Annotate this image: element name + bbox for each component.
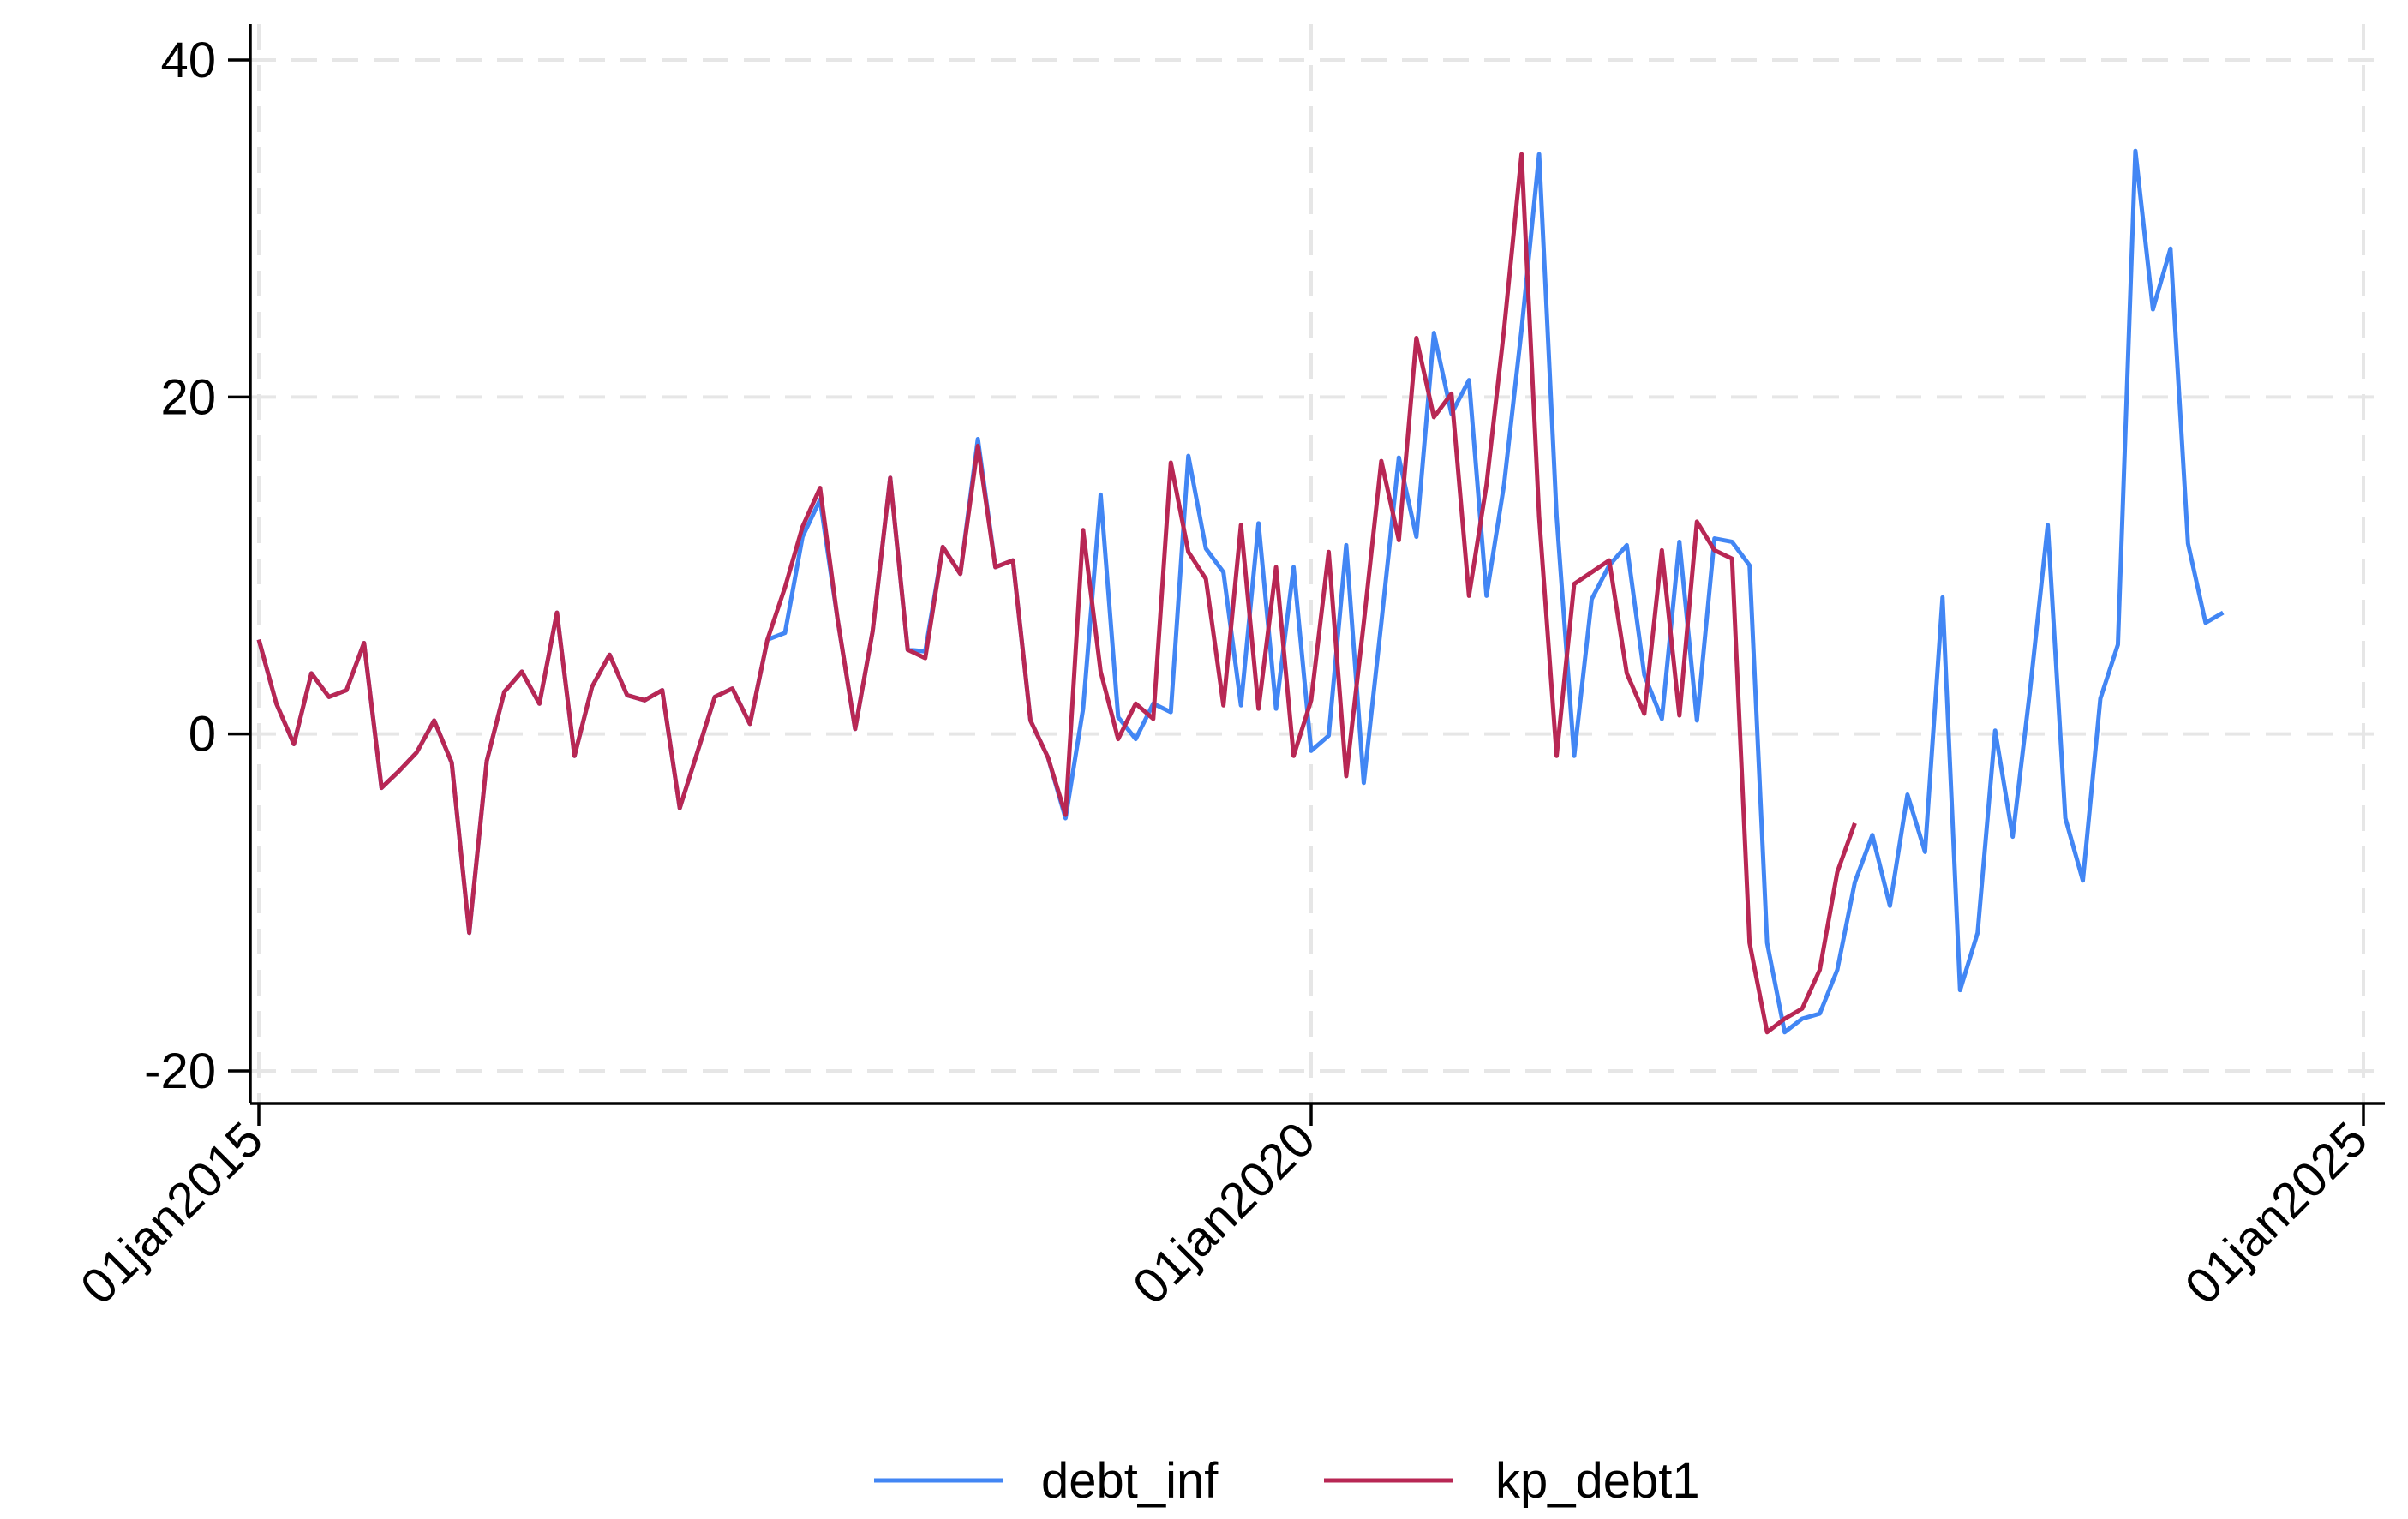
series-line-debt-inf bbox=[256, 148, 2225, 1035]
gridlines bbox=[250, 24, 2385, 1103]
y-tick-label: 0 bbox=[189, 707, 216, 762]
x-tick-label: 01jan2025 bbox=[2175, 1111, 2379, 1315]
legend: debt_inf kp_debt1 bbox=[874, 1453, 1700, 1509]
series-line-kp-debt1 bbox=[256, 152, 1857, 1035]
legend-label-debt-inf: debt_inf bbox=[1041, 1453, 1219, 1509]
x-tick-label: 01jan2020 bbox=[1123, 1111, 1327, 1315]
x-tick-label: 01jan2015 bbox=[70, 1111, 274, 1315]
y-tick-label: 20 bbox=[160, 369, 216, 425]
legend-label-kp-debt1: kp_debt1 bbox=[1495, 1453, 1700, 1509]
y-tick-label: 40 bbox=[160, 33, 216, 88]
y-tick-label: -20 bbox=[144, 1044, 216, 1099]
series-lines bbox=[256, 148, 2225, 1035]
